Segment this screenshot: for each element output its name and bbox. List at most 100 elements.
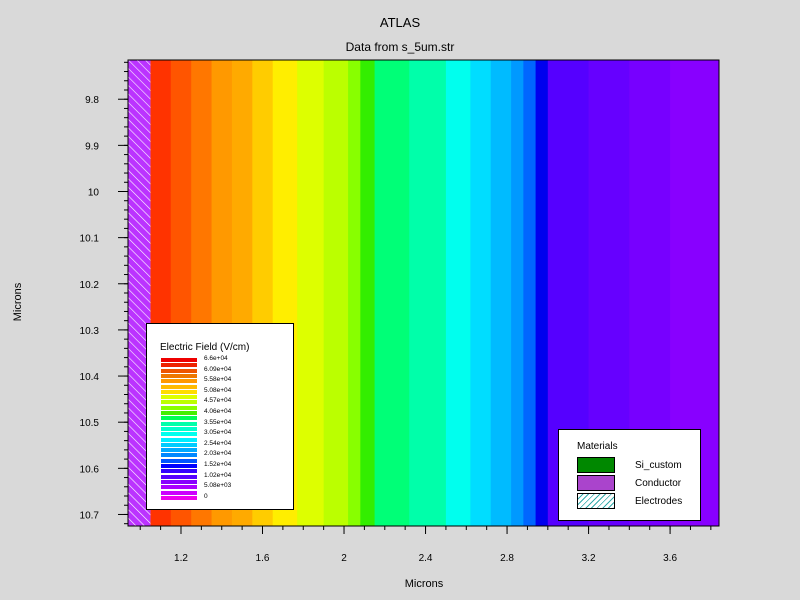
- legend-ramp-row: 5.58e+04: [161, 376, 321, 386]
- legend-ramp-swatch: [161, 495, 197, 500]
- field-band-10: [360, 60, 376, 526]
- field-band-13: [445, 60, 471, 526]
- x-tick-label: 3.2: [582, 553, 596, 564]
- legend-ramp-swatch: [161, 426, 197, 431]
- field-band-18: [535, 60, 549, 526]
- legend-ramp-swatch: [161, 405, 197, 410]
- field-band-16: [511, 60, 524, 526]
- electric-field-legend-title: Electric Field (V/cm): [160, 342, 250, 353]
- x-tick-label: 1.2: [174, 553, 188, 564]
- legend-ramp-swatch: [161, 474, 197, 479]
- legend-ramp-label: 3.55e+04: [204, 418, 232, 426]
- legend-ramp-swatch: [161, 442, 197, 447]
- legend-ramp-swatch: [161, 437, 197, 442]
- y-tick-label: 9.8: [85, 95, 99, 106]
- y-tick-label: 10.3: [80, 326, 100, 337]
- legend-ramp-swatch: [161, 368, 197, 373]
- legend-ramp-row: [161, 488, 321, 498]
- legend-ramp-row: 4.06e+04: [161, 408, 321, 418]
- legend-ramp-row: [161, 456, 321, 466]
- legend-ramp-row: [161, 413, 321, 423]
- legend-ramp-row: 2.03e+04: [161, 450, 321, 460]
- x-axis-label: Microns: [404, 578, 444, 590]
- materials-legend-item: Electrodes: [577, 493, 697, 511]
- legend-ramp-row: 6.6e+04: [161, 355, 321, 365]
- legend-ramp-swatch: [161, 448, 197, 453]
- chart-subtitle: Data from s_5um.str: [345, 40, 455, 54]
- material-swatch: [577, 475, 615, 491]
- field-band-7: [297, 60, 325, 526]
- legend-ramp-row: [161, 435, 321, 445]
- field-band-11: [374, 60, 410, 526]
- legend-ramp-row: [161, 382, 321, 392]
- legend-ramp-swatch: [161, 373, 197, 378]
- legend-ramp-row: [161, 371, 321, 381]
- legend-ramp-row: [161, 360, 321, 370]
- legend-ramp-row: [161, 403, 321, 413]
- legend-ramp-swatch: [161, 389, 197, 394]
- legend-ramp-swatch: [161, 384, 197, 389]
- y-tick-label: 10.6: [80, 464, 100, 475]
- axes: 1.2 1.6 2 2.4 2.8 3.2 3.6 9.8 9.9 10 10.1 10.2 10.3 1…: [80, 59, 720, 564]
- material-swatch: [577, 493, 615, 509]
- legend-ramp-row: [161, 466, 321, 476]
- legend-ramp-row: 2.54e+04: [161, 440, 321, 450]
- legend-ramp-row: [161, 392, 321, 402]
- legend-ramp-swatch: [161, 358, 197, 362]
- x-tick-label: 1.6: [256, 553, 270, 564]
- legend-ramp-row: [161, 445, 321, 455]
- legend-ramp-label: 5.08e+04: [204, 386, 232, 394]
- legend-ramp-swatch: [161, 464, 197, 468]
- electrode-region: [128, 60, 151, 526]
- legend-ramp-row: 5.08e+04: [161, 387, 321, 397]
- field-band-15: [490, 60, 512, 526]
- legend-ramp-row: 1.52e+04: [161, 461, 321, 471]
- y-tick-label: 10.4: [80, 372, 100, 383]
- field-band-8: [323, 60, 349, 526]
- legend-ramp-label: 1.02e+04: [204, 471, 232, 479]
- legend-ramp-swatch: [161, 416, 197, 421]
- legend-ramp-label: 2.54e+04: [204, 439, 232, 447]
- legend-ramp-label: 2.03e+04: [204, 450, 232, 458]
- material-label: Conductor: [635, 478, 682, 489]
- legend-ramp-swatch: [161, 479, 197, 484]
- legend-ramp-label: 0: [204, 492, 208, 500]
- material-label: Electrodes: [635, 496, 683, 507]
- field-band-14: [470, 60, 492, 526]
- legend-ramp-swatch: [161, 411, 197, 415]
- legend-ramp-row: [161, 477, 321, 487]
- legend-ramp-swatch: [161, 421, 197, 426]
- legend-ramp-swatch: [161, 469, 197, 474]
- legend-ramp-row: 3.05e+04: [161, 429, 321, 439]
- legend-ramp-row: 4.57e+04: [161, 397, 321, 407]
- legend-ramp-swatch: [161, 363, 197, 368]
- legend-ramp-row: 6.09e+04: [161, 366, 321, 376]
- chart-title: ATLAS: [379, 15, 421, 30]
- legend-ramp-row: 3.55e+04: [161, 419, 321, 429]
- field-band-12: [409, 60, 447, 526]
- legend-ramp-swatch: [161, 379, 197, 384]
- y-axis-label: Microns: [12, 282, 24, 322]
- x-tick-label: 2: [341, 553, 347, 564]
- legend-ramp-swatch: [161, 453, 197, 458]
- materials-legend-item: Si_custom: [577, 457, 697, 475]
- legend-ramp-swatch: [161, 395, 197, 400]
- legend-ramp-swatch: [161, 400, 197, 405]
- legend-ramp-label: 1.52e+04: [204, 461, 232, 468]
- legend-ramp-swatch: [161, 485, 197, 490]
- legend-ramp-label: 6.09e+04: [204, 365, 232, 373]
- legend-ramp-label: 3.05e+04: [204, 429, 232, 437]
- y-tick-label: 10.2: [80, 280, 100, 291]
- legend-ramp-swatch: [161, 490, 197, 495]
- materials-legend-item: Conductor: [577, 475, 697, 493]
- x-tick-label: 3.6: [663, 553, 677, 564]
- y-tick-label: 10.7: [80, 510, 100, 521]
- legend-ramp-row: 5.08e+03: [161, 482, 321, 492]
- legend-ramp-label: 4.57e+04: [204, 397, 232, 405]
- y-tick-label: 9.9: [85, 141, 99, 152]
- legend-ramp-label: 4.06e+04: [204, 408, 232, 415]
- material-swatch: [577, 457, 615, 473]
- material-label: Si_custom: [635, 460, 682, 471]
- legend-ramp-row: [161, 424, 321, 434]
- legend-ramp-row: 0: [161, 493, 321, 503]
